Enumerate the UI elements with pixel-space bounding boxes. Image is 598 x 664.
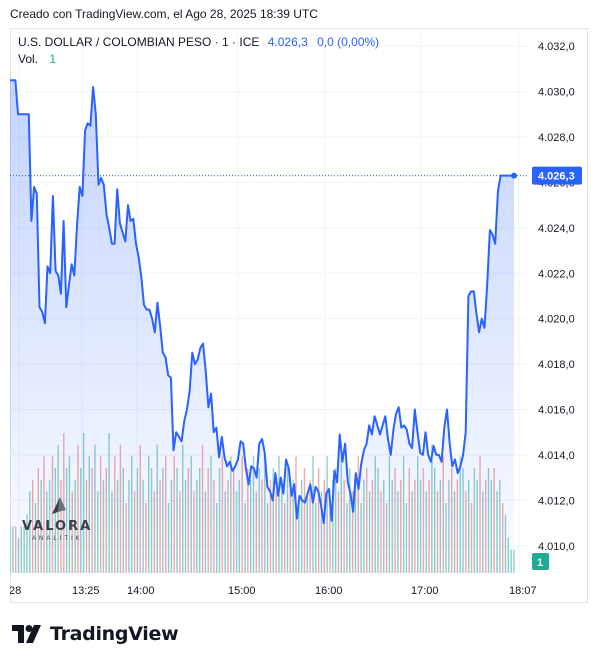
y-tick-label: 4.020,0: [538, 314, 575, 326]
y-tick-label: 4.010,0: [538, 541, 575, 553]
y-tick-label: 4.024,0: [538, 223, 575, 235]
price-area: [10, 80, 514, 573]
last-value: 4.026,3: [267, 35, 308, 49]
y-tick-label: 4.014,0: [538, 450, 575, 462]
price-line-path: [10, 79, 514, 524]
price-chart[interactable]: 4.032,04.030,04.028,04.026,04.024,04.022…: [10, 28, 588, 603]
y-tick-label: 4.012,0: [538, 495, 575, 507]
last-price-dot: [511, 172, 517, 179]
y-tick-label: 4.028,0: [538, 132, 575, 144]
x-tick-label: 14:00: [127, 585, 155, 597]
created-with-text: Creado con TradingView.com, el Ago 28, 2…: [10, 7, 318, 21]
valora-sub: ANALITIK: [32, 536, 83, 542]
volume-badge-label: 1: [537, 557, 543, 569]
tradingview-wordmark: TradingView: [50, 623, 179, 645]
legend-row: U.S. DOLLAR / COLOMBIAN PESO · 1 · ICE 4…: [18, 35, 379, 49]
volume-legend-row: Vol. 1: [18, 52, 56, 66]
last-price-label: 4.026,3: [538, 171, 575, 183]
volume-label[interactable]: Vol.: [18, 52, 39, 66]
tradingview-logo-icon: [12, 625, 41, 643]
y-tick-label: 4.032,0: [538, 41, 575, 53]
valora-watermark: VALORA ANALITIK: [22, 494, 98, 546]
x-tick-label: 13:25: [72, 585, 100, 597]
price-area-fill: [10, 80, 514, 573]
price-line: [10, 79, 514, 524]
last-price-marker: 4.026,3 1: [10, 166, 582, 570]
valora-logo-icon: [52, 497, 66, 514]
y-tick-label: 4.018,0: [538, 359, 575, 371]
symbol-label[interactable]: U.S. DOLLAR / COLOMBIAN PESO · 1 · ICE: [18, 35, 260, 49]
x-tick-label: 28: [10, 585, 21, 597]
change-value: 0,0 (0,00%): [317, 35, 380, 49]
x-tick-label: 15:00: [228, 585, 256, 597]
y-tick-label: 4.030,0: [538, 87, 575, 99]
tradingview-logo[interactable]: TradingView: [12, 622, 179, 646]
y-tick-label: 4.016,0: [538, 405, 575, 417]
last-price-badge: [532, 166, 582, 185]
y-tick-label: 4.022,0: [538, 268, 575, 280]
volume-value: 1: [49, 52, 57, 66]
price-axis: 4.032,04.030,04.028,04.026,04.024,04.022…: [538, 41, 575, 553]
x-tick-label: 18:07: [509, 585, 537, 597]
x-tick-label: 16:00: [315, 585, 343, 597]
volume-badge: [532, 553, 549, 570]
valora-name: VALORA: [22, 519, 93, 534]
x-tick-label: 17:00: [411, 585, 439, 597]
time-axis: 28 13:25 14:00 15:00 16:00 17:00 18:07: [10, 585, 537, 597]
